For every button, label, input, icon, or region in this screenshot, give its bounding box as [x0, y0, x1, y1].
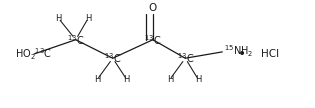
- Text: H: H: [55, 14, 62, 23]
- Text: HCl: HCl: [261, 49, 279, 59]
- Text: $^{13}$C: $^{13}$C: [104, 51, 121, 65]
- Text: HO$_2$$^{13}$C: HO$_2$$^{13}$C: [15, 46, 53, 62]
- Text: H: H: [167, 75, 173, 84]
- Text: •: •: [238, 47, 247, 61]
- Text: H: H: [123, 75, 130, 84]
- Text: O: O: [149, 3, 157, 14]
- Text: H: H: [94, 75, 100, 84]
- Text: $^{13}$C: $^{13}$C: [144, 33, 162, 47]
- Text: H: H: [195, 75, 201, 84]
- Text: $^{13}$C: $^{13}$C: [177, 51, 194, 65]
- Text: H: H: [85, 14, 91, 23]
- Text: $^{13}$C: $^{13}$C: [67, 33, 84, 47]
- Text: $^{15}$NH$_2$: $^{15}$NH$_2$: [224, 43, 253, 59]
